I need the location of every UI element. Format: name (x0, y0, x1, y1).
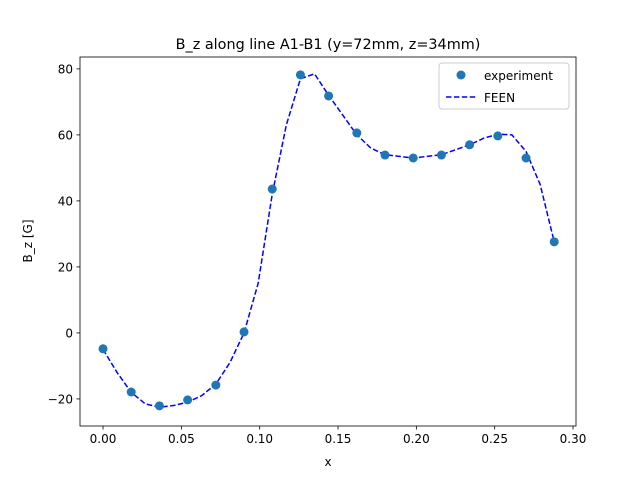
x-axis-label: x (324, 455, 331, 469)
y-tick-label: −20 (48, 392, 73, 406)
y-tick-label: 60 (58, 128, 73, 142)
x-tick-label: 0.10 (246, 432, 273, 446)
x-tick-label: 0.00 (90, 432, 117, 446)
data-point-experiment (352, 128, 362, 138)
y-tick-label: 0 (65, 326, 73, 340)
legend: experiment FEEN (438, 62, 570, 110)
axes-frame (79, 56, 577, 427)
x-tick-label: 0.25 (481, 432, 508, 446)
data-point-experiment (239, 327, 249, 337)
y-axis-label: B_z [G] (21, 219, 35, 262)
series-line-feen (102, 72, 555, 408)
data-point-experiment (267, 184, 277, 194)
plot-area: 0.00 0.05 0.10 0.15 0.20 0.25 0.30 −20 0 20 40 60 80 (48, 56, 587, 446)
data-point-experiment (295, 70, 305, 80)
chart-title: B_z along line A1-B1 (y=72mm, z=34mm) (176, 37, 481, 53)
data-point-experiment (183, 395, 193, 405)
data-point-experiment (408, 153, 418, 163)
data-point-experiment (211, 380, 221, 390)
data-point-experiment (465, 140, 475, 150)
legend-label-feen: FEEN (484, 91, 515, 105)
x-tick-label: 0.15 (325, 432, 352, 446)
data-point-experiment (549, 237, 559, 247)
data-point-experiment (436, 150, 446, 160)
data-point-experiment (493, 131, 503, 141)
x-tick-label: 0.05 (168, 432, 195, 446)
data-point-experiment (126, 387, 136, 397)
data-point-experiment (154, 401, 164, 411)
x-tick-label: 0.30 (560, 432, 587, 446)
data-point-experiment (380, 150, 390, 160)
data-point-experiment (324, 91, 334, 101)
y-tick-label: 40 (58, 194, 73, 208)
legend-label-experiment: experiment (484, 69, 553, 83)
y-tick-label: 80 (58, 62, 73, 76)
x-tick-label: 0.20 (403, 432, 430, 446)
y-tick-label: 20 (58, 260, 73, 274)
legend-marker-experiment (456, 70, 466, 80)
data-point-experiment (521, 153, 531, 163)
data-point-experiment (98, 344, 108, 354)
